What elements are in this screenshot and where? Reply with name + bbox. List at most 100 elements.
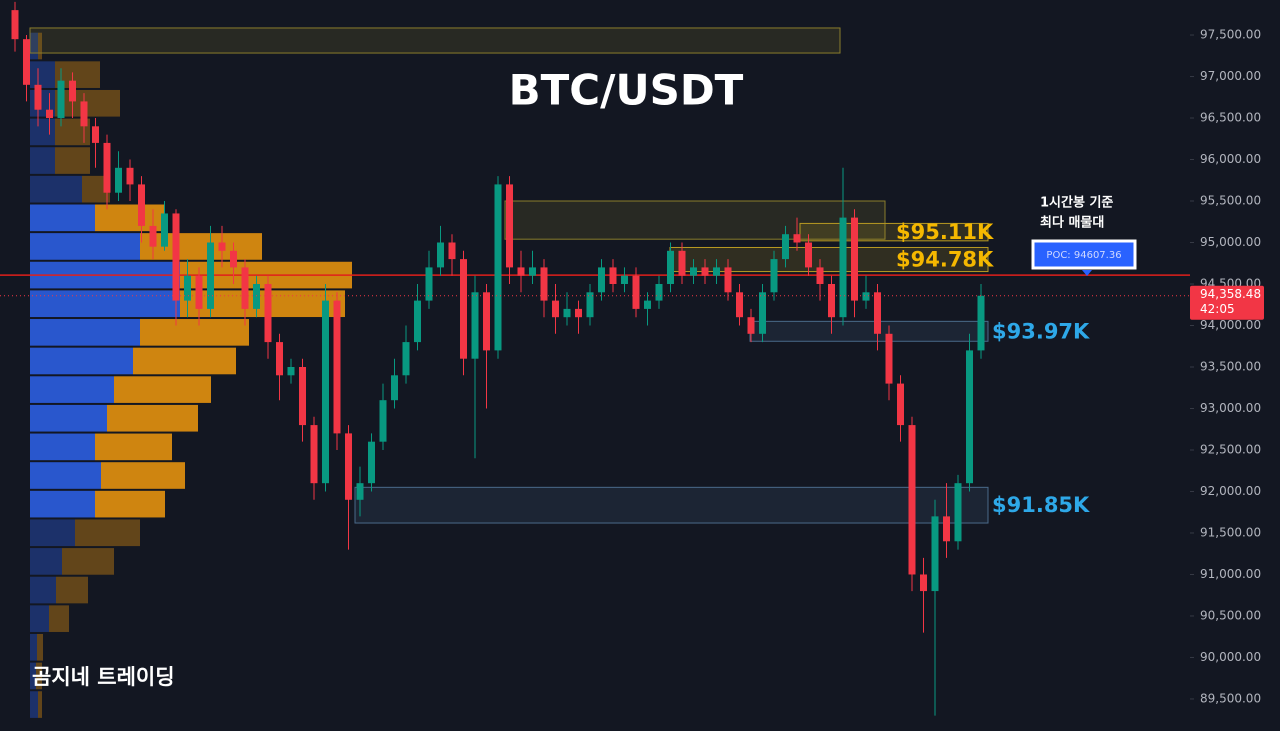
poc-label-box bbox=[1031, 239, 1137, 270]
candle-body bbox=[563, 308, 571, 318]
candle-body bbox=[356, 483, 364, 500]
y-tick-label: 95,000.00 bbox=[1200, 235, 1261, 249]
candle-body bbox=[644, 300, 651, 309]
candle-body bbox=[471, 292, 479, 359]
candle-body bbox=[494, 184, 502, 351]
zone-label: $91.85K bbox=[992, 493, 1090, 517]
profile-buy bbox=[30, 204, 95, 232]
candle-body bbox=[218, 242, 226, 251]
profile-sell bbox=[107, 404, 198, 432]
candle-body bbox=[425, 267, 433, 301]
candle-body bbox=[862, 292, 870, 301]
zone bbox=[799, 222, 989, 242]
y-tick-label: 91,500.00 bbox=[1200, 525, 1261, 539]
candle-body bbox=[931, 516, 939, 592]
profile-sell bbox=[75, 519, 140, 547]
y-tick-label: 90,500.00 bbox=[1200, 608, 1261, 622]
candle-body bbox=[103, 142, 111, 193]
candle-body bbox=[966, 350, 973, 484]
candle-body bbox=[149, 225, 157, 247]
zone bbox=[354, 486, 989, 524]
candle-body bbox=[690, 267, 697, 276]
profile-buy bbox=[30, 147, 55, 174]
y-tick-label: 89,500.00 bbox=[1200, 691, 1261, 705]
candle-body bbox=[736, 292, 743, 318]
profile-sell bbox=[36, 662, 42, 690]
profile-buy bbox=[30, 347, 133, 375]
volume-profile bbox=[30, 32, 352, 718]
profile-buy bbox=[30, 175, 82, 203]
candle-body bbox=[506, 184, 513, 268]
candle-body bbox=[195, 275, 203, 309]
profile-sell bbox=[101, 462, 185, 489]
candle-body bbox=[483, 292, 490, 351]
profile-buy bbox=[30, 433, 95, 461]
profile-buy bbox=[30, 376, 114, 403]
candle-body bbox=[632, 275, 640, 309]
profile-sell bbox=[180, 290, 345, 318]
candle-body bbox=[460, 259, 467, 359]
candle-body bbox=[46, 109, 53, 119]
y-tick-label: 96,000.00 bbox=[1200, 152, 1261, 166]
y-tick-label: 94,000.00 bbox=[1200, 318, 1261, 332]
candle-body bbox=[345, 433, 352, 500]
y-tick-label: 96,500.00 bbox=[1200, 111, 1261, 125]
profile-sell bbox=[37, 633, 43, 661]
candle-body bbox=[299, 366, 306, 426]
profile-sell bbox=[95, 490, 165, 518]
candle-body bbox=[322, 300, 329, 484]
candle-body bbox=[552, 300, 559, 318]
candle-body bbox=[126, 167, 134, 185]
poc-label: POC: 94607.36 bbox=[1046, 250, 1121, 261]
profile-buy bbox=[30, 61, 55, 88]
candle-body bbox=[839, 217, 847, 318]
profile-sell bbox=[38, 691, 42, 718]
candle-body bbox=[954, 483, 962, 542]
profile-sell bbox=[56, 576, 88, 604]
candle-body bbox=[184, 275, 191, 301]
zone bbox=[749, 320, 989, 342]
y-tick-label: 95,500.00 bbox=[1200, 194, 1261, 208]
candle-body bbox=[770, 259, 778, 293]
profile-buy bbox=[30, 404, 107, 432]
profile-buy bbox=[30, 691, 38, 718]
zone bbox=[29, 27, 841, 54]
candle-body bbox=[287, 366, 295, 376]
candle-body bbox=[241, 267, 249, 309]
candle-body bbox=[138, 184, 145, 226]
candle-body bbox=[920, 574, 927, 592]
candle-body bbox=[172, 213, 180, 301]
zone-label: $95.11K bbox=[896, 220, 994, 244]
profile-sell bbox=[140, 233, 262, 260]
candle-body bbox=[598, 267, 605, 293]
candle-body bbox=[11, 10, 19, 40]
zones: $95.11K $94.78K $93.97K $91.85K bbox=[0, 27, 1190, 524]
candle-body bbox=[115, 167, 122, 193]
profile-sell bbox=[62, 548, 114, 575]
candle-body bbox=[943, 516, 950, 542]
candle-body bbox=[655, 284, 663, 301]
candle-body bbox=[34, 84, 42, 110]
candle-body bbox=[391, 375, 398, 401]
candle-body bbox=[402, 342, 410, 376]
profile-buy bbox=[30, 118, 55, 146]
candle-body bbox=[828, 284, 835, 318]
profile-buy bbox=[30, 462, 101, 489]
profile-buy bbox=[30, 490, 95, 518]
poc-note: 최다 매물대 bbox=[1040, 215, 1104, 231]
candle-body bbox=[92, 126, 99, 143]
y-tick-label: 97,500.00 bbox=[1200, 28, 1261, 42]
chart-title: BTC/USDT bbox=[509, 66, 744, 115]
candle-body bbox=[885, 333, 893, 384]
poc-note: 1시간봉 기준 bbox=[1040, 195, 1113, 211]
candle-body bbox=[276, 342, 283, 376]
candle-body bbox=[379, 400, 387, 442]
candle-body bbox=[747, 317, 755, 334]
candle-body bbox=[23, 39, 30, 85]
profile-buy bbox=[30, 548, 62, 575]
candle-body bbox=[701, 267, 709, 276]
candle-body bbox=[80, 101, 88, 127]
y-tick-label: 92,500.00 bbox=[1200, 442, 1261, 456]
last-price-box bbox=[1190, 285, 1264, 320]
